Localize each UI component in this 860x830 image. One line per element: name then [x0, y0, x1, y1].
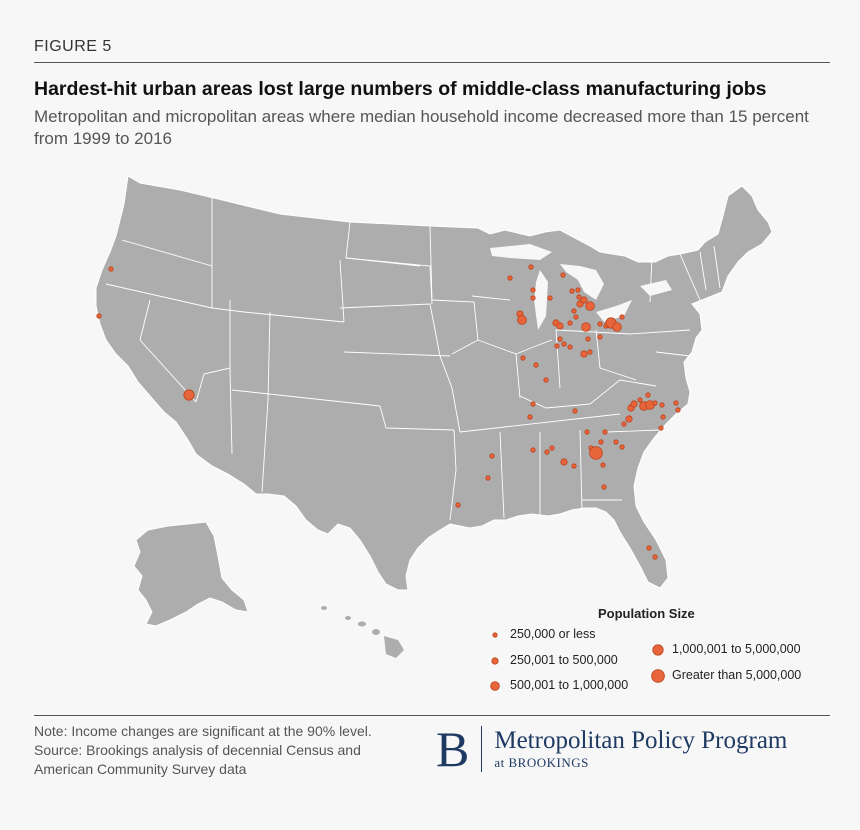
alaska-land-mass: [133, 521, 249, 627]
legend-label-size1: 250,000 or less: [510, 627, 596, 641]
city-marker: [658, 425, 664, 431]
city-marker: [575, 287, 581, 293]
city-marker: [533, 362, 539, 368]
brookings-logo: B Metropolitan Policy Program at BROOKIN…: [436, 724, 787, 774]
legend-label-size3: 500,001 to 1,000,000: [510, 678, 629, 692]
city-marker: [576, 294, 582, 300]
city-marker: [587, 349, 593, 355]
city-marker: [455, 502, 461, 508]
city-marker: [573, 314, 579, 320]
city-marker: [589, 446, 603, 460]
source-text: Source: Brookings analysis of decennial …: [34, 742, 361, 777]
city-marker: [560, 272, 566, 278]
legend-dot-size1: [492, 632, 498, 638]
legend-dot-size4: [652, 644, 664, 656]
legend-title: Population Size: [598, 606, 695, 621]
city-marker: [183, 389, 195, 401]
city-marker: [659, 402, 665, 408]
city-marker: [600, 462, 606, 468]
city-marker: [598, 439, 604, 445]
city-marker: [561, 341, 567, 347]
brand-subtitle: at BROOKINGS: [494, 755, 589, 770]
city-marker: [619, 314, 625, 320]
city-marker: [581, 322, 591, 332]
city-marker: [530, 295, 536, 301]
city-marker: [580, 350, 588, 358]
city-marker: [485, 475, 491, 481]
legend-label-size4: 1,000,001 to 5,000,000: [672, 642, 801, 656]
city-marker: [621, 421, 627, 427]
legend-dot-size5: [651, 669, 665, 683]
city-marker: [544, 449, 550, 455]
city-marker: [569, 288, 575, 294]
city-marker: [571, 308, 577, 314]
city-marker: [660, 414, 666, 420]
city-marker: [585, 336, 591, 342]
city-marker: [530, 287, 536, 293]
city-marker: [543, 377, 549, 383]
city-marker: [673, 400, 679, 406]
notes-block: Note: Income changes are significant at …: [34, 722, 414, 779]
figure-label: FIGURE 5: [34, 38, 112, 55]
legend-dot-size2: [491, 657, 499, 665]
bottom-divider: [34, 715, 830, 716]
city-marker: [571, 463, 577, 469]
city-marker: [625, 415, 633, 423]
city-marker: [597, 334, 603, 340]
city-marker: [554, 343, 560, 349]
city-marker: [567, 344, 573, 350]
city-marker: [567, 320, 573, 326]
city-marker: [630, 400, 638, 408]
city-marker: [645, 392, 651, 398]
city-marker: [585, 301, 595, 311]
chart-subtitle: Metropolitan and micropolitan areas wher…: [34, 107, 809, 148]
brand-letter: B: [436, 721, 470, 777]
city-marker: [652, 554, 658, 560]
city-marker: [557, 336, 563, 342]
city-marker: [602, 429, 608, 435]
city-marker: [549, 445, 555, 451]
city-marker: [530, 447, 536, 453]
city-marker: [572, 408, 578, 414]
city-marker: [96, 313, 102, 319]
state-borders: [105, 198, 721, 521]
city-marker: [646, 545, 652, 551]
city-marker: [675, 407, 681, 413]
legend-label-size2: 250,001 to 500,000: [510, 653, 618, 667]
city-marker: [597, 321, 603, 327]
city-marker: [652, 400, 658, 406]
chart-title: Hardest-hit urban areas lost large numbe…: [34, 78, 767, 100]
city-marker: [527, 414, 533, 420]
hawaii-islands: [321, 606, 404, 658]
city-marker: [612, 322, 622, 332]
city-marker: [547, 295, 553, 301]
city-marker: [613, 439, 619, 445]
city-marker: [530, 401, 536, 407]
brand-name: Metropolitan Policy Program: [494, 727, 788, 754]
city-marker: [520, 355, 526, 361]
city-marker: [489, 453, 495, 459]
city-marker: [619, 444, 625, 450]
top-divider: [34, 62, 830, 63]
legend-dot-size3: [490, 681, 500, 691]
legend-label-size5: Greater than 5,000,000: [672, 668, 802, 682]
city-marker: [108, 266, 114, 272]
note-text: Note: Income changes are significant at …: [34, 723, 372, 739]
city-marker: [556, 322, 564, 330]
city-marker: [517, 315, 527, 325]
city-markers: [96, 264, 681, 560]
city-marker: [580, 296, 588, 304]
city-marker: [601, 484, 607, 490]
city-marker: [584, 429, 590, 435]
city-marker: [637, 397, 643, 403]
great-lakes: [490, 244, 672, 330]
city-marker: [560, 458, 568, 466]
city-marker: [507, 275, 513, 281]
city-marker: [528, 264, 534, 270]
brand-separator: [481, 726, 483, 772]
